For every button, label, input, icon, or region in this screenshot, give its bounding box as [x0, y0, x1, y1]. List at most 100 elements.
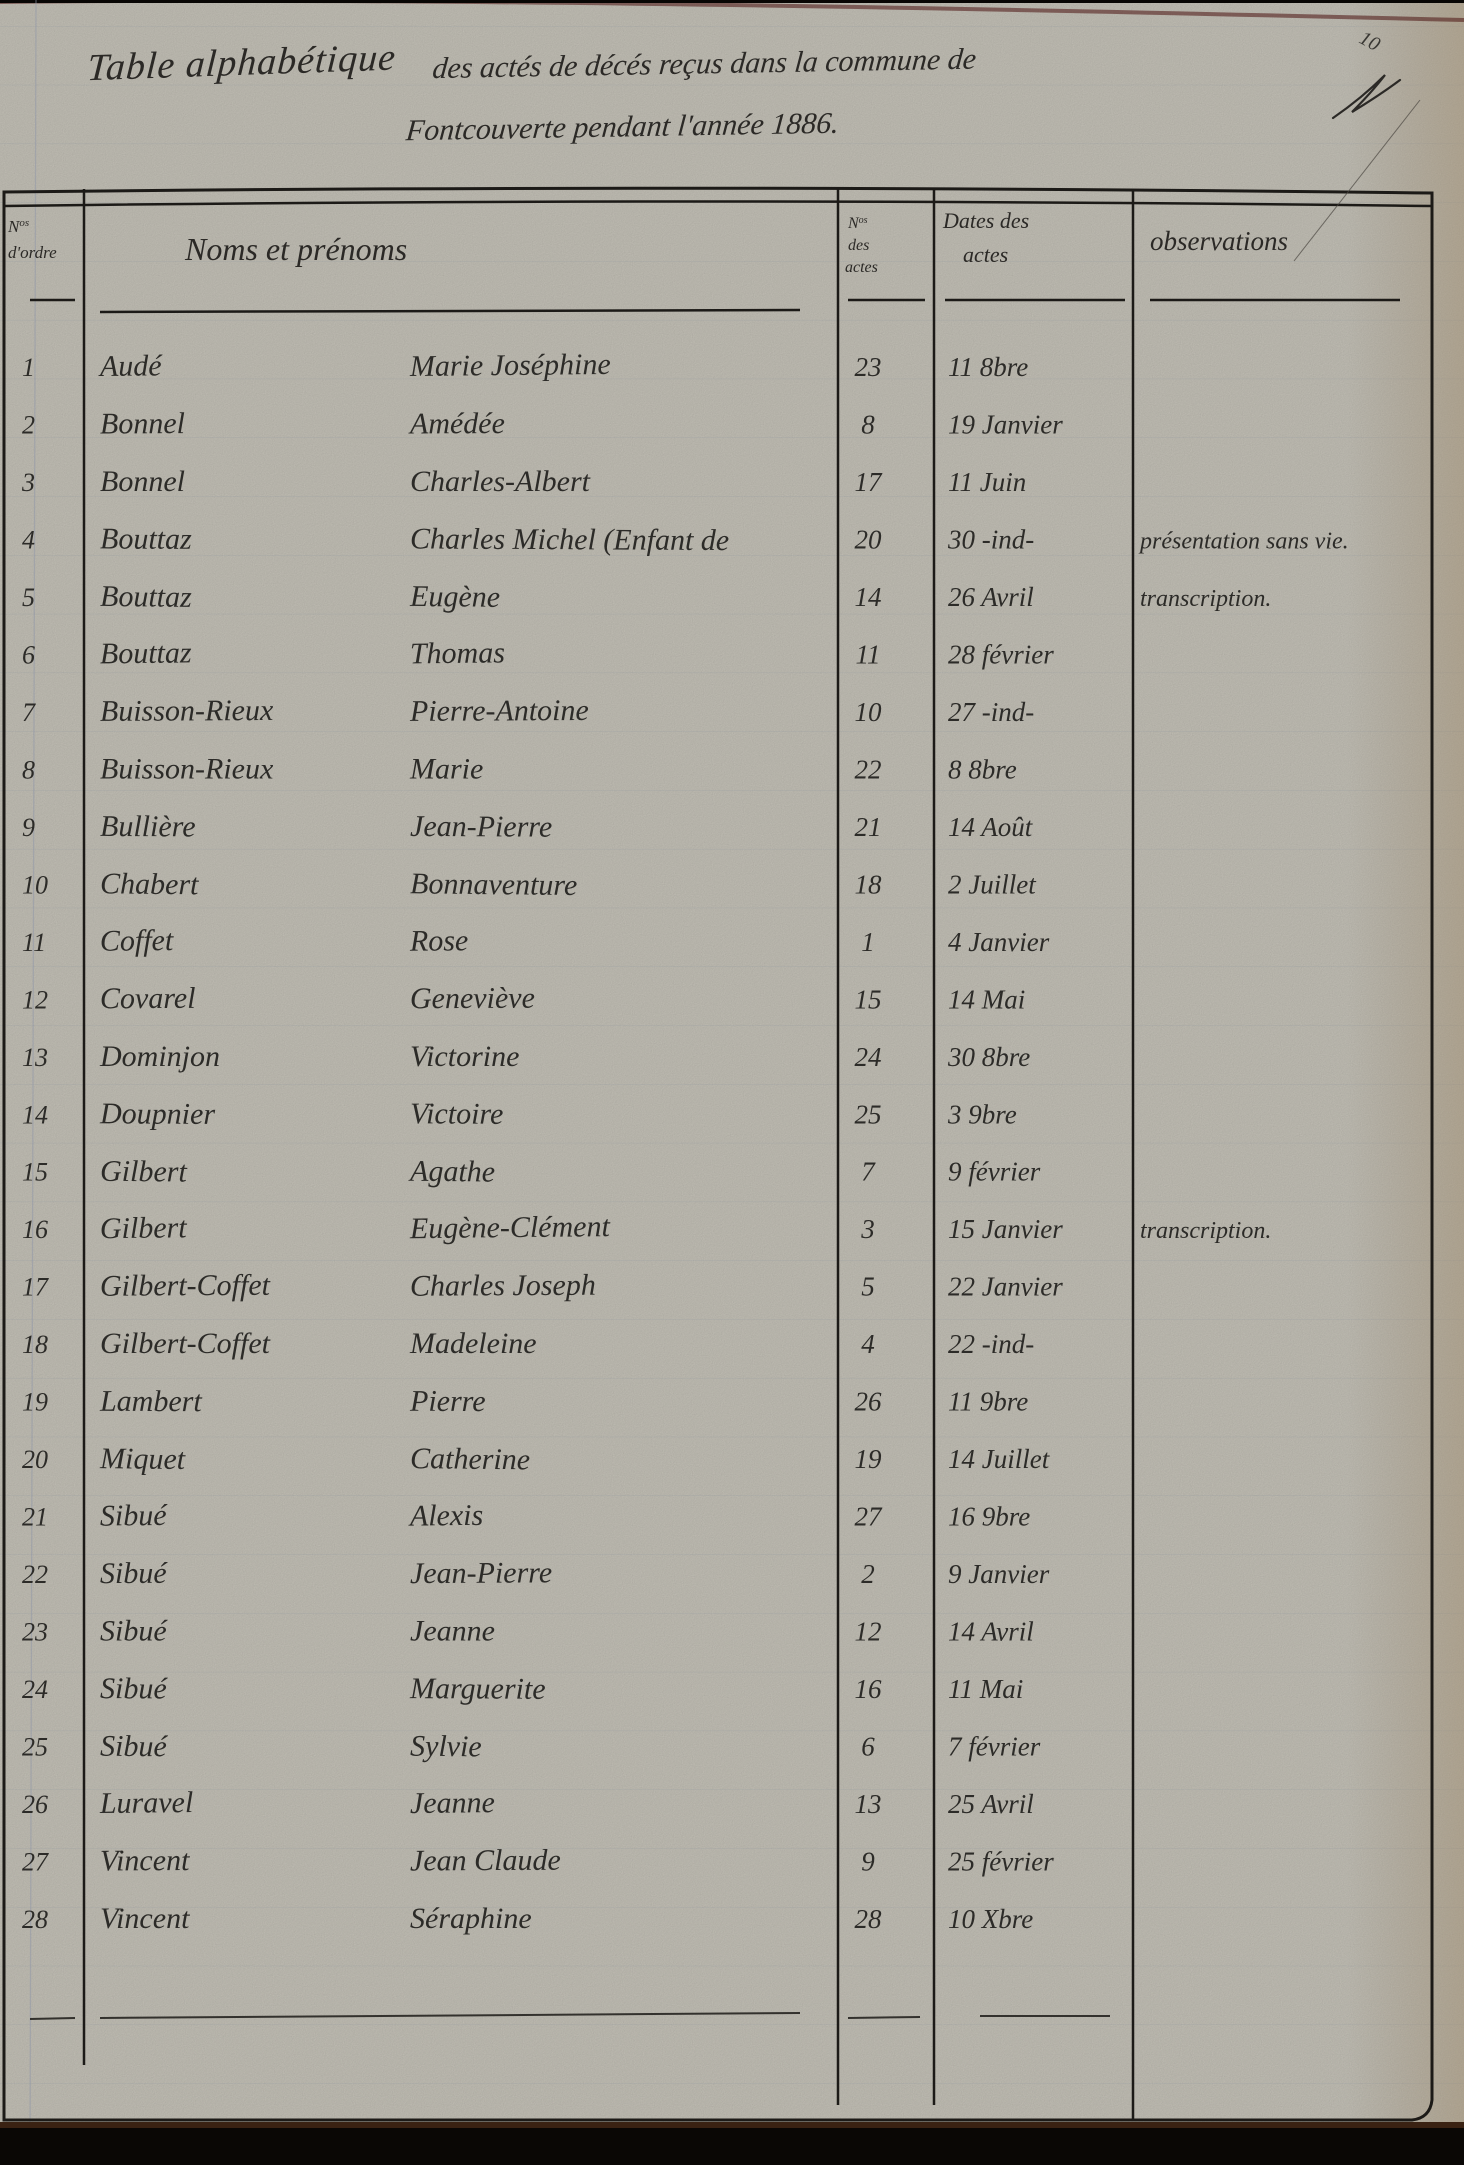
svg-text:Pierre: Pierre — [409, 1385, 486, 1418]
svg-text:11: 11 — [856, 639, 881, 669]
svg-text:30 8bre: 30 8bre — [947, 1042, 1030, 1072]
svg-text:14: 14 — [855, 582, 882, 612]
svg-text:Jean-Pierre: Jean-Pierre — [410, 810, 552, 844]
svg-text:14 Août: 14 Août — [948, 812, 1034, 842]
svg-text:19 Janvier: 19 Janvier — [948, 410, 1063, 440]
svg-text:22: 22 — [22, 1560, 48, 1589]
svg-text:21: 21 — [855, 812, 882, 842]
svg-text:9 Janvier: 9 Janvier — [948, 1559, 1050, 1589]
svg-text:19: 19 — [22, 1388, 48, 1417]
svg-text:8 8bre: 8 8bre — [948, 754, 1017, 784]
svg-text:Audé: Audé — [98, 349, 164, 383]
svg-text:Bonnaventure: Bonnaventure — [410, 867, 578, 902]
svg-text:9 février: 9 février — [948, 1157, 1041, 1187]
svg-text:Marguerite: Marguerite — [409, 1672, 546, 1706]
svg-text:3: 3 — [21, 468, 35, 497]
svg-text:actes: actes — [845, 259, 878, 276]
svg-text:26: 26 — [22, 1790, 48, 1819]
svg-text:27: 27 — [22, 1848, 49, 1877]
svg-text:Eugène: Eugène — [409, 580, 500, 614]
svg-text:9: 9 — [22, 813, 35, 842]
svg-text:2: 2 — [22, 411, 35, 440]
svg-text:d'ordre: d'ordre — [8, 243, 57, 262]
svg-text:4 Janvier: 4 Janvier — [948, 927, 1050, 957]
svg-text:2 Juillet: 2 Juillet — [948, 869, 1037, 899]
svg-text:16: 16 — [855, 1674, 883, 1704]
svg-text:1: 1 — [22, 353, 35, 382]
svg-text:14 Mai: 14 Mai — [948, 984, 1025, 1014]
svg-text:Dominjon: Dominjon — [99, 1040, 220, 1073]
svg-text:19: 19 — [855, 1444, 883, 1474]
svg-text:Alexis: Alexis — [408, 1499, 484, 1533]
svg-text:Vincent: Vincent — [100, 1844, 190, 1877]
svg-text:Charles Michel (Enfant de: Charles Michel (Enfant de — [410, 522, 729, 557]
svg-text:Sylvie: Sylvie — [410, 1730, 482, 1764]
svg-text:11 Juin: 11 Juin — [948, 467, 1026, 497]
svg-text:Coffet: Coffet — [100, 924, 174, 958]
svg-text:15: 15 — [22, 1158, 48, 1187]
svg-text:Bouttaz: Bouttaz — [100, 580, 192, 614]
svg-text:Charles-Albert: Charles-Albert — [410, 465, 591, 498]
svg-text:11: 11 — [22, 928, 46, 957]
svg-text:5: 5 — [22, 583, 35, 612]
svg-text:14 Juillet: 14 Juillet — [948, 1444, 1051, 1474]
svg-text:27: 27 — [855, 1502, 884, 1532]
svg-text:27 -ind-: 27 -ind- — [948, 697, 1034, 727]
svg-text:Luravel: Luravel — [99, 1786, 194, 1820]
svg-text:actes: actes — [963, 242, 1008, 267]
svg-text:Sibué: Sibué — [100, 1615, 168, 1648]
svg-text:Amédée: Amédée — [408, 407, 505, 441]
svg-text:Sibué: Sibué — [100, 1730, 169, 1764]
svg-text:Doupnier: Doupnier — [99, 1097, 215, 1131]
svg-text:3 9bre: 3 9bre — [947, 1099, 1017, 1129]
svg-text:7: 7 — [22, 698, 36, 727]
svg-text:13: 13 — [855, 1789, 882, 1819]
svg-text:Rose: Rose — [409, 924, 469, 958]
svg-text:Chabert: Chabert — [100, 867, 199, 901]
svg-text:5: 5 — [861, 1272, 875, 1302]
svg-text:4: 4 — [22, 525, 35, 554]
svg-text:Bouttaz: Bouttaz — [100, 636, 192, 670]
svg-text:Jeanne: Jeanne — [410, 1786, 495, 1820]
svg-text:26: 26 — [855, 1387, 883, 1417]
svg-text:Noms et prénoms: Noms et prénoms — [184, 231, 407, 267]
svg-text:Madeleine: Madeleine — [409, 1327, 537, 1360]
svg-text:15 Janvier: 15 Janvier — [948, 1214, 1063, 1244]
svg-text:Marie Joséphine: Marie Joséphine — [409, 348, 611, 383]
svg-text:11 9bre: 11 9bre — [948, 1387, 1028, 1417]
svg-text:Bullière: Bullière — [100, 810, 196, 843]
svg-text:Gilbert: Gilbert — [100, 1211, 188, 1245]
svg-text:Gilbert: Gilbert — [100, 1155, 188, 1189]
svg-text:28 février: 28 février — [948, 639, 1054, 669]
svg-text:Marie: Marie — [409, 752, 483, 785]
svg-text:25 Avril: 25 Avril — [948, 1789, 1034, 1819]
svg-text:Jean Claude: Jean Claude — [410, 1844, 561, 1878]
svg-text:Covarel: Covarel — [100, 982, 196, 1015]
svg-text:Thomas: Thomas — [410, 636, 505, 670]
svg-text:Buisson-Rieux: Buisson-Rieux — [100, 694, 274, 728]
svg-text:Eugène-Clément: Eugène-Clément — [409, 1210, 611, 1245]
svg-text:10: 10 — [855, 697, 883, 727]
svg-text:Buisson-Rieux: Buisson-Rieux — [100, 752, 274, 785]
svg-text:14: 14 — [22, 1100, 48, 1129]
svg-text:22 Janvier: 22 Janvier — [948, 1272, 1063, 1302]
svg-text:24: 24 — [22, 1675, 48, 1704]
svg-text:17: 17 — [855, 467, 884, 497]
svg-text:Séraphine: Séraphine — [410, 1902, 532, 1935]
svg-text:25: 25 — [22, 1733, 48, 1762]
svg-text:28: 28 — [22, 1905, 48, 1934]
svg-text:Jean-Pierre: Jean-Pierre — [410, 1556, 552, 1590]
svg-text:22 -ind-: 22 -ind- — [948, 1329, 1034, 1359]
svg-text:8: 8 — [861, 410, 875, 440]
svg-text:Geneviève: Geneviève — [410, 982, 535, 1016]
svg-text:Gilbert-Coffet: Gilbert-Coffet — [100, 1327, 271, 1360]
svg-text:25 février: 25 février — [948, 1847, 1054, 1877]
svg-text:13: 13 — [22, 1043, 48, 1072]
svg-text:11 Mai: 11 Mai — [948, 1674, 1023, 1704]
svg-text:8: 8 — [22, 755, 35, 784]
svg-text:Bonnel: Bonnel — [100, 407, 185, 440]
svg-text:6: 6 — [22, 640, 35, 669]
svg-text:Miquet: Miquet — [99, 1442, 186, 1476]
svg-text:28: 28 — [855, 1904, 883, 1934]
svg-text:Bonnel: Bonnel — [100, 465, 185, 498]
